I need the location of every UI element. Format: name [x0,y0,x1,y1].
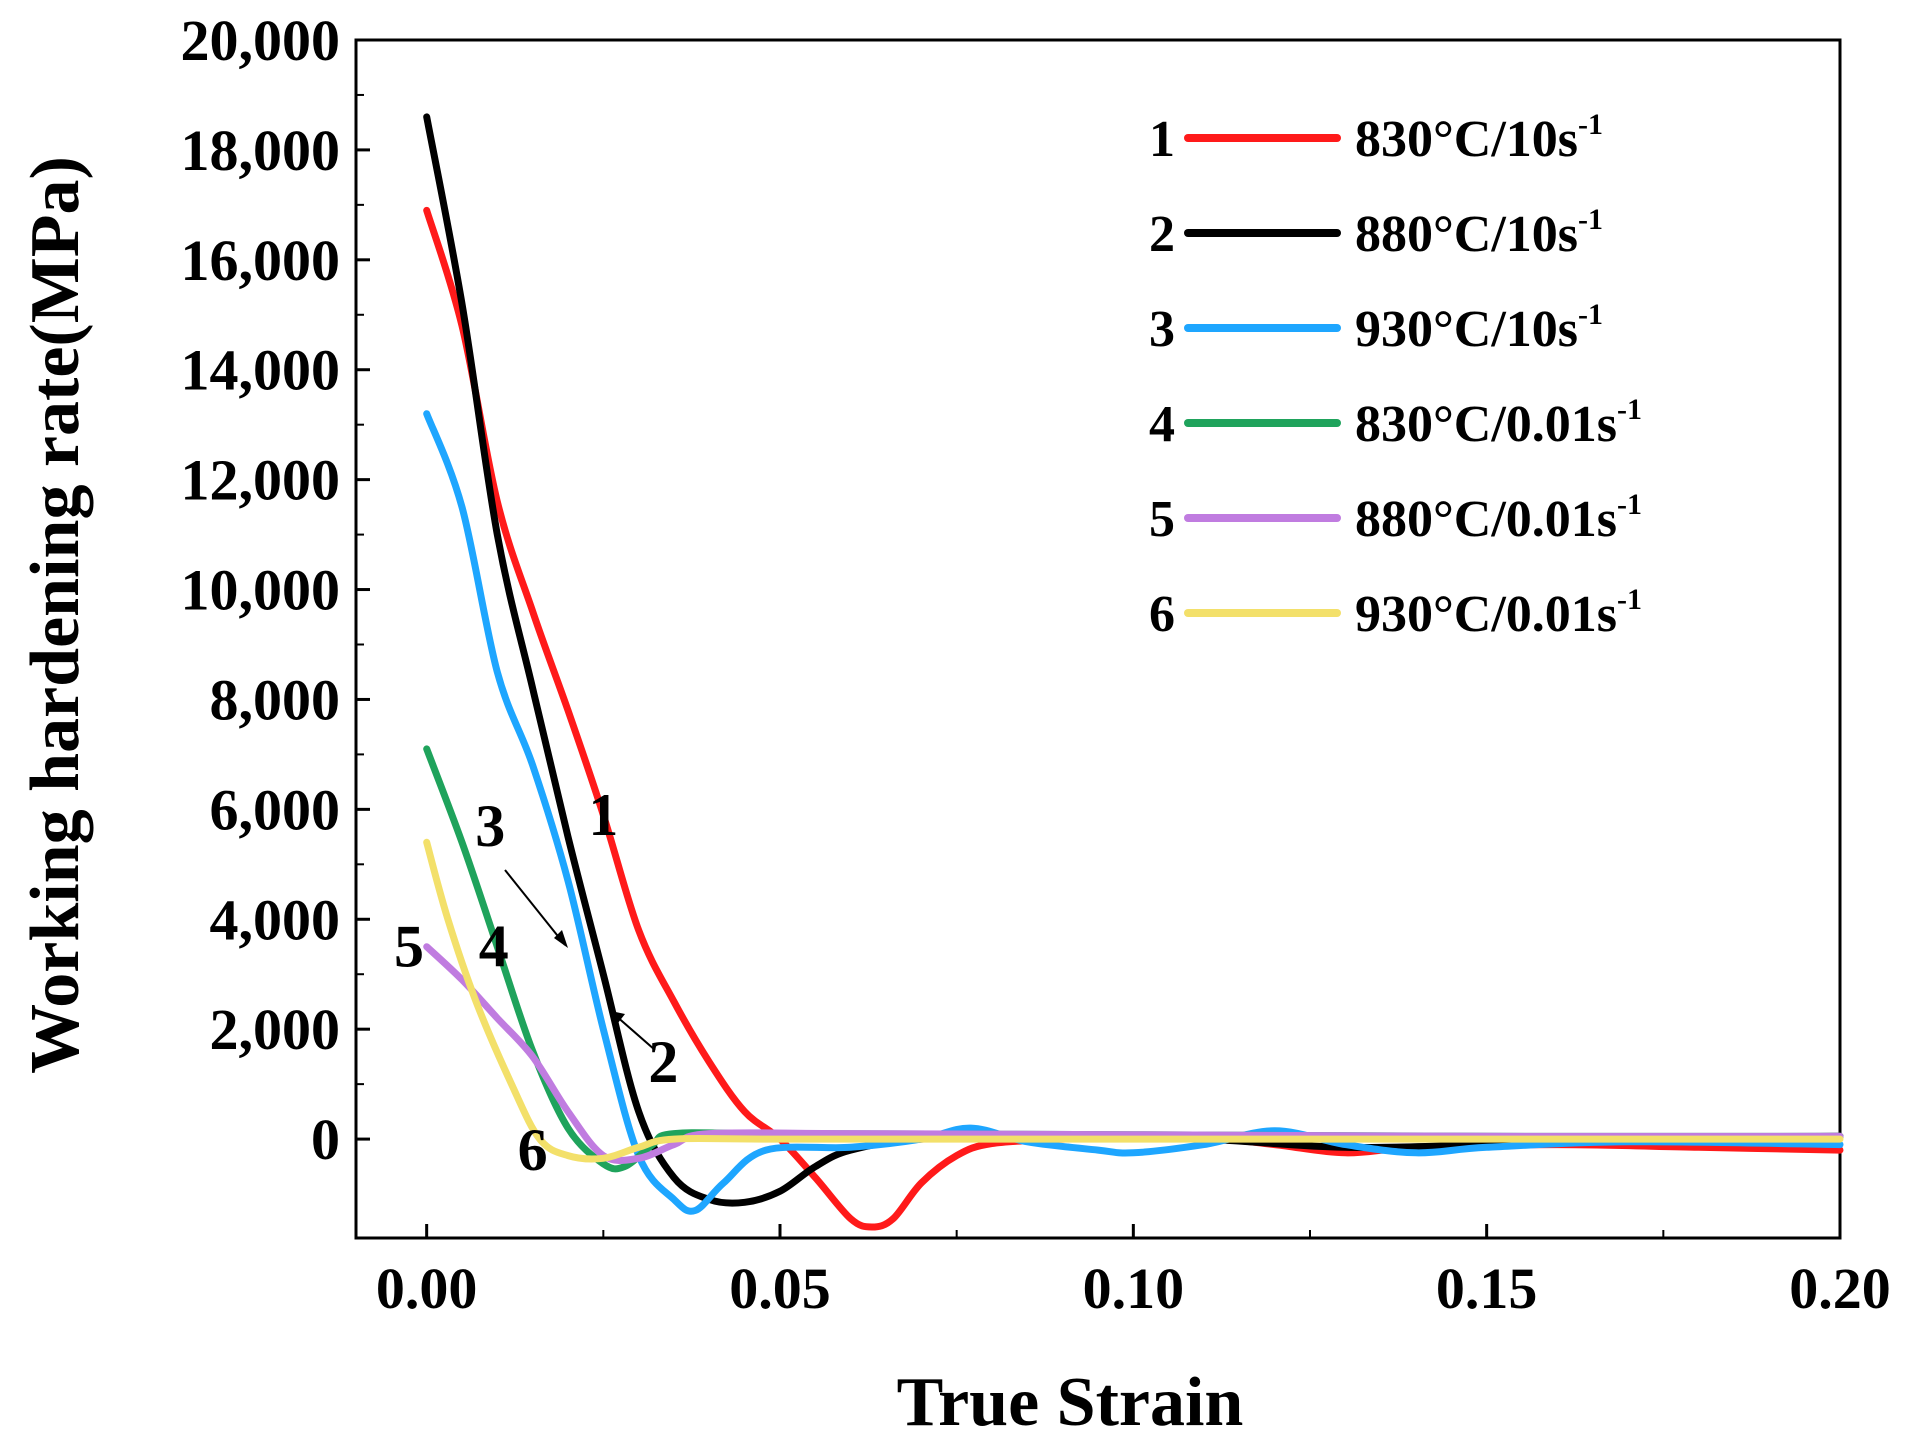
x-tick-label: 0.05 [729,1256,831,1321]
legend-label-1: 830°C/10s-1 [1355,108,1603,168]
y-tick-label: 8,000 [210,667,341,732]
legend-label-superscript: -1 [1617,393,1642,426]
legend-number-5: 5 [1149,491,1175,548]
series-lines [423,113,1844,1231]
series-line-3 [423,410,1844,1215]
y-axis-title: Working hardening rate(MPa) [17,156,94,1074]
legend-number-1: 1 [1149,111,1175,168]
y-tick-label: 18,000 [181,118,341,183]
y-tick-label: 20,000 [181,8,341,73]
legend-number-3: 3 [1149,301,1175,358]
annotation-arrows [504,869,656,1051]
legend-number-4: 4 [1149,396,1175,453]
series-line-1 [423,206,1844,1231]
x-tick-label: 0.00 [376,1256,478,1321]
y-tick-label: 14,000 [181,338,341,403]
legend-label-superscript: -1 [1617,488,1642,521]
y-tick-label: 2,000 [210,997,341,1062]
curve-label-4: 4 [479,914,509,980]
legend: 1 830°C/10s-1 2 880°C/10s-1 3 930°C/10s-1 4 830… [1149,108,1642,643]
curve-annotations: 1 3 2 5 4 6 [394,782,678,1183]
x-tick-label: 0.20 [1789,1256,1891,1321]
annotation-arrow-3-head [554,930,568,948]
legend-label-superscript: -1 [1578,203,1603,236]
curve-label-3: 3 [475,793,505,859]
x-axis-ticks: 0.00 0.05 0.10 0.15 0.20 [376,1224,1891,1321]
legend-label-5: 880°C/0.01s-1 [1355,488,1642,548]
y-tick-label: 10,000 [181,558,341,623]
series-line-2 [423,113,1844,1207]
curve-label-2: 2 [648,1029,678,1095]
series-line-6 [423,838,1844,1163]
curve-label-5: 5 [394,914,424,980]
x-axis-title: True Strain [897,1364,1244,1441]
series-line-5 [423,943,1844,1165]
legend-label-3: 930°C/10s-1 [1355,298,1603,358]
y-tick-label: 16,000 [181,228,341,293]
legend-number-6: 6 [1149,586,1175,643]
plot-frame [354,38,1842,1240]
y-tick-label: 6,000 [210,777,341,842]
y-tick-label: 12,000 [181,448,341,513]
legend-label-superscript: -1 [1578,108,1603,141]
annotation-arrow-2 [614,1014,656,1051]
annotation-arrow-2-head [611,1011,625,1023]
curve-label-6: 6 [518,1117,548,1183]
legend-label-6: 930°C/0.01s-1 [1355,583,1642,643]
y-axis-ticks: 0 2,000 4,000 6,000 8,000 10,000 12,000 14,000 1… [181,8,370,1172]
legend-label-4: 830°C/0.01s-1 [1355,393,1642,453]
legend-number-2: 2 [1149,206,1175,263]
y-tick-label: 4,000 [210,887,341,952]
y-tick-label: 0 [311,1107,340,1172]
curve-label-1: 1 [588,782,618,848]
annotation-arrow-3 [504,869,566,946]
legend-label-2: 880°C/10s-1 [1355,203,1603,263]
x-tick-label: 0.15 [1436,1256,1538,1321]
legend-label-superscript: -1 [1578,298,1603,331]
legend-label-superscript: -1 [1617,583,1642,616]
x-tick-label: 0.10 [1083,1256,1185,1321]
